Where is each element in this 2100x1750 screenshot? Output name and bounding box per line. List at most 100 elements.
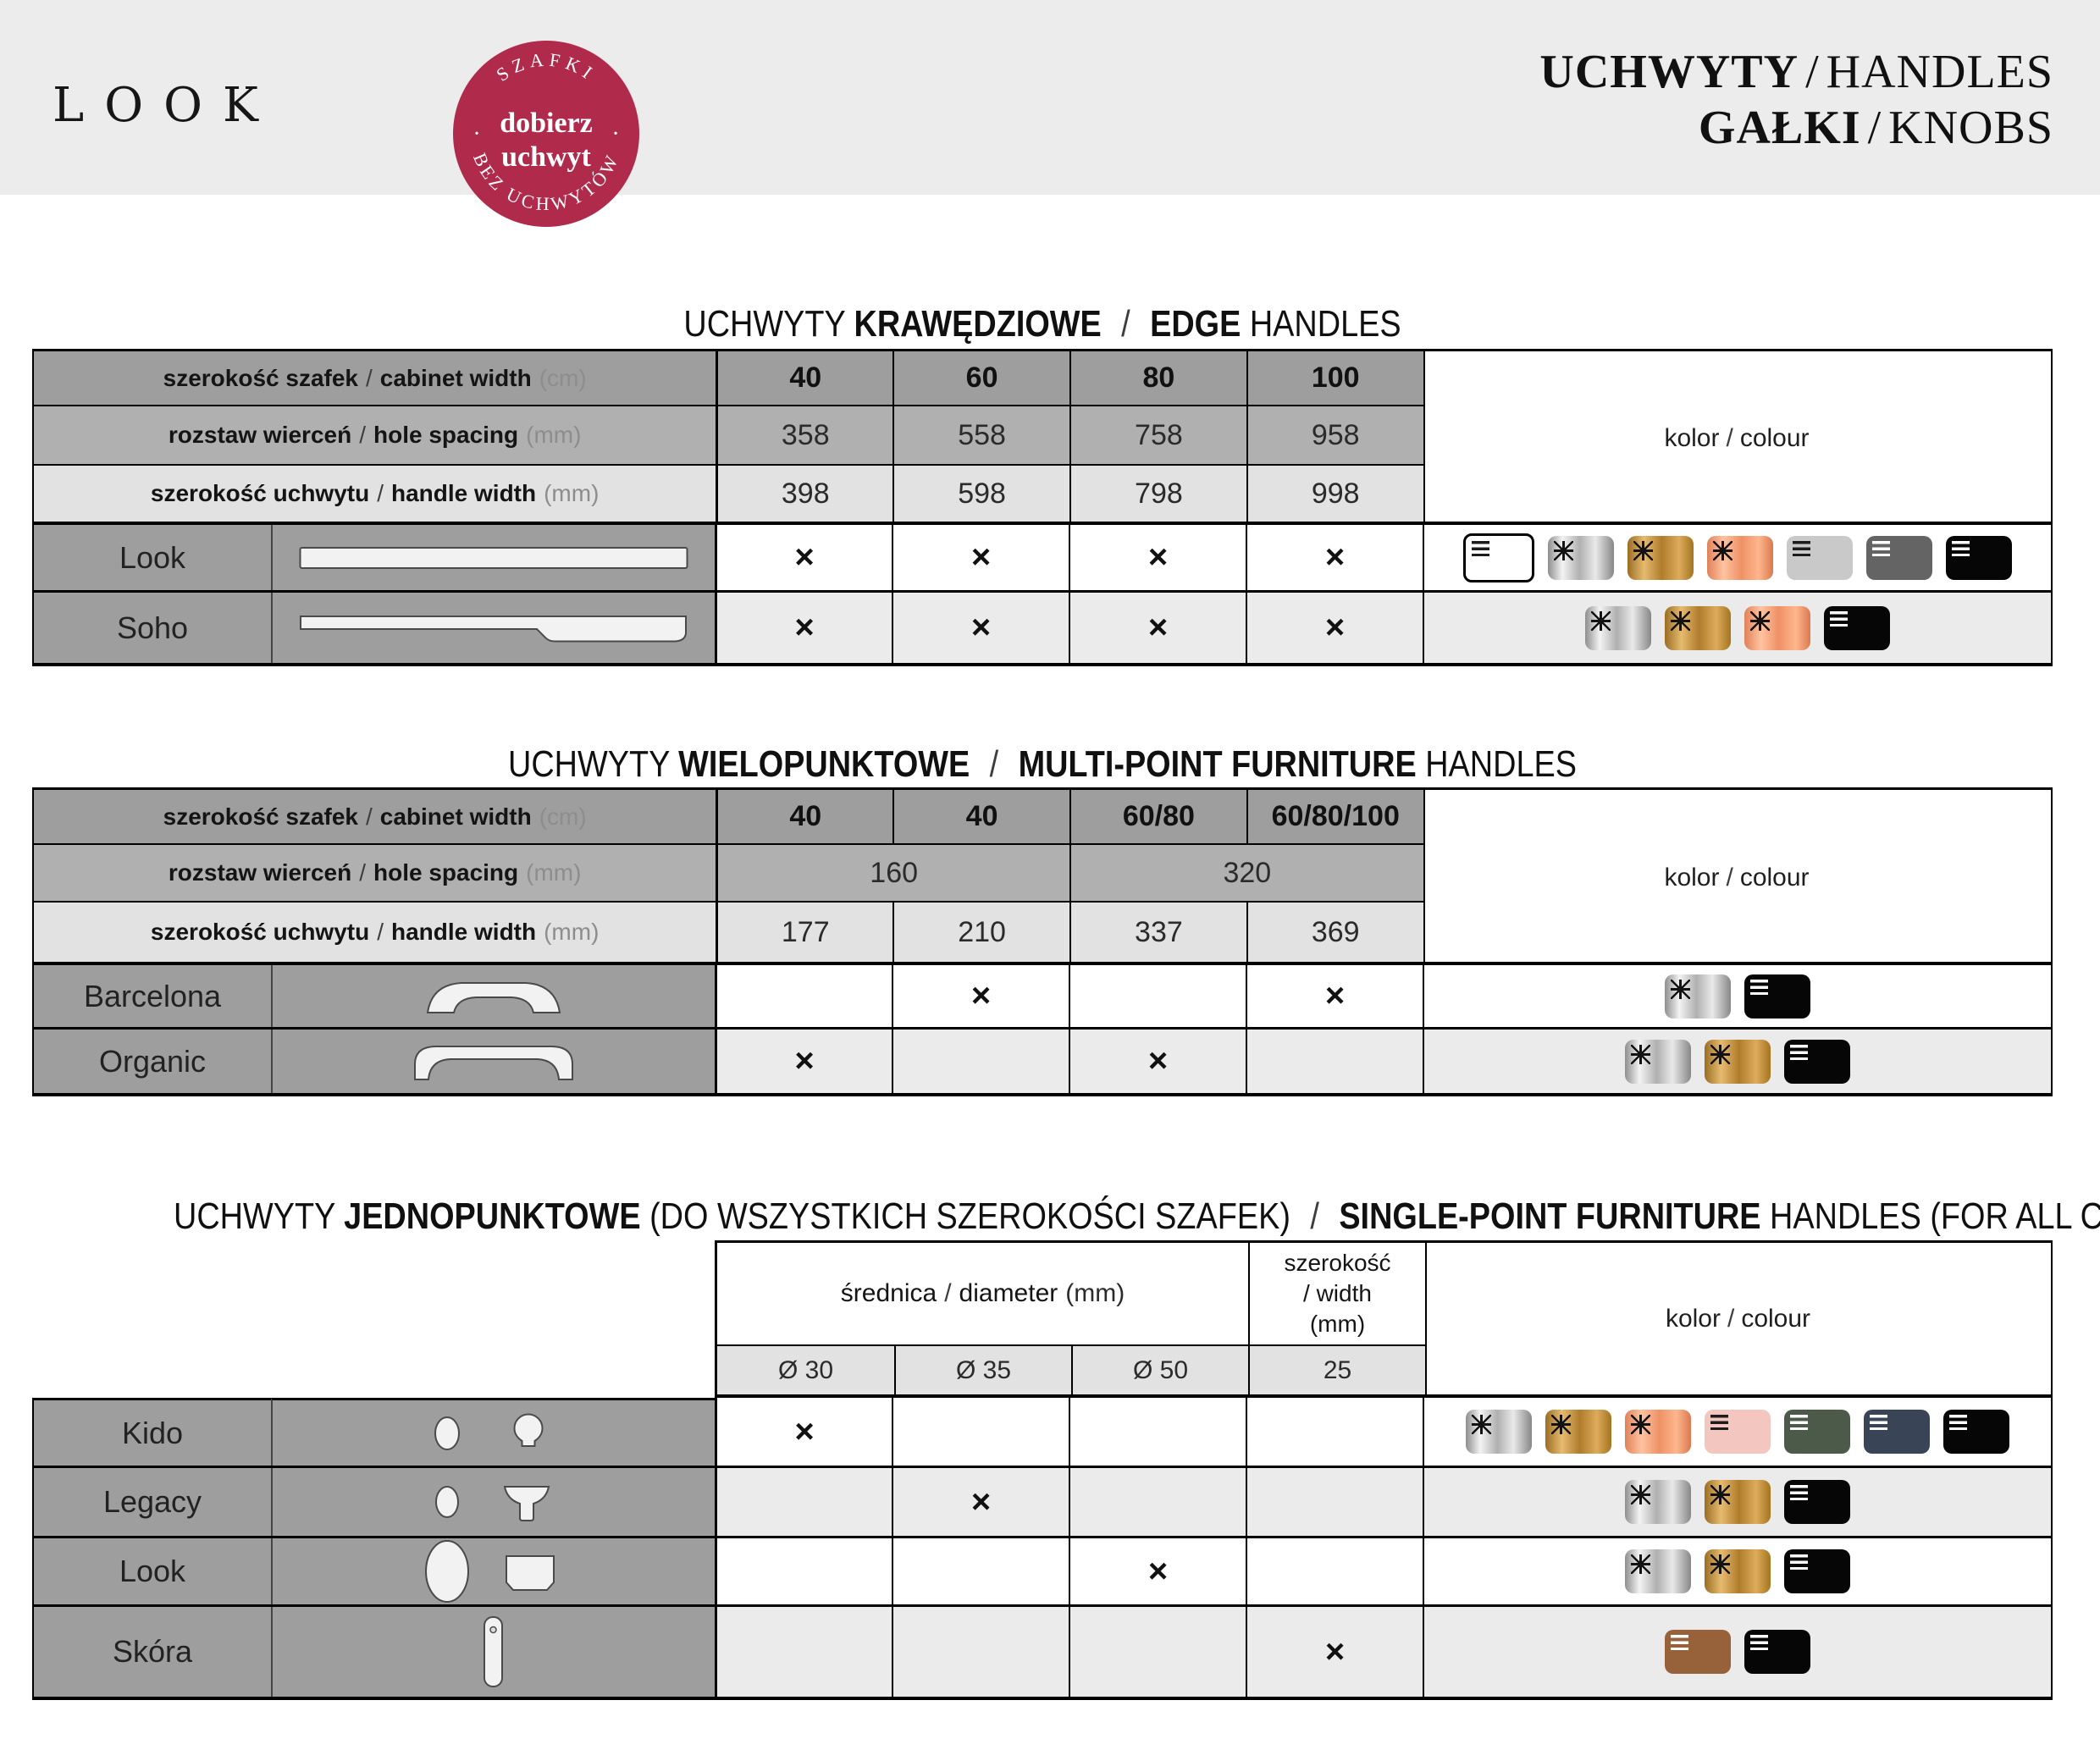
color-swatch-black xyxy=(1744,1630,1810,1674)
gloss-star-icon xyxy=(1631,1415,1650,1434)
color-swatch-silver xyxy=(1585,605,1651,650)
look-handle-profile-icon xyxy=(299,546,688,569)
availability-mark: × xyxy=(715,1398,892,1466)
edge-handles-title: UCHWYTY KRAWĘDZIOWE / EDGE HANDLES xyxy=(683,303,1401,345)
gloss-star-icon xyxy=(1671,610,1690,631)
color-swatch-black xyxy=(1824,605,1890,650)
color-swatch-copper xyxy=(1625,1410,1691,1454)
handle-width-value: 598 xyxy=(892,466,1069,522)
availability-mark: × xyxy=(715,593,892,663)
matte-lines-icon xyxy=(1870,1415,1887,1430)
availability-mark: × xyxy=(892,965,1069,1027)
color-swatch-gold xyxy=(1665,605,1731,650)
availability-mark: × xyxy=(892,593,1069,663)
matte-lines-icon xyxy=(1830,610,1848,627)
color-swatch-black xyxy=(1744,974,1810,1019)
handle-width-value: 398 xyxy=(716,466,893,522)
table-row-look-knob: Look × xyxy=(34,1538,2051,1607)
gloss-star-icon xyxy=(1591,610,1611,631)
product-name: Look xyxy=(34,1538,271,1604)
availability-mark: × xyxy=(1069,593,1246,663)
handle-width-value: 337 xyxy=(1069,903,1246,962)
hole-spacing-value: 558 xyxy=(892,406,1069,466)
gloss-star-icon xyxy=(1551,1415,1571,1434)
gloss-star-icon xyxy=(1472,1415,1491,1434)
cabinet-width-value: 40 xyxy=(716,351,893,406)
soho-handle-drawing xyxy=(271,593,715,663)
colour-header-cell xyxy=(1425,1243,2051,1346)
availability-mark xyxy=(1069,1468,1246,1536)
colour-header-cell xyxy=(1423,466,2052,522)
table-header-row: rozstaw wierceń / hole spacing (mm) 358 558… xyxy=(34,406,2052,466)
matte-lines-icon xyxy=(1790,1485,1808,1500)
table-header-row: szerokość uchwytu / handle width (mm) 398 5… xyxy=(34,466,2052,525)
availability-mark xyxy=(892,1398,1069,1466)
hole-spacing-value-merged: 320 xyxy=(1069,845,1423,903)
table-header-row: Ø 30 Ø 35 Ø 50 25 xyxy=(717,1346,2051,1398)
matte-lines-icon xyxy=(1710,1415,1728,1430)
cabinet-width-value: 60/80/100 xyxy=(1246,790,1423,845)
availability-mark xyxy=(1246,1398,1423,1466)
availability-mark xyxy=(892,1030,1069,1093)
colour-header-cell xyxy=(1423,406,2052,466)
hole-spacing-value: 358 xyxy=(716,406,893,466)
matte-lines-icon xyxy=(1949,1415,1967,1430)
dobierz-uchwyt-badge: SZAFKI BEZ UCHWYTÓW dobierz uchwyt · · xyxy=(453,41,639,227)
matte-lines-icon xyxy=(1872,540,1890,556)
page-title: UCHWYTY / HANDLES GAŁKI / KNOBS xyxy=(1539,44,2053,156)
legacy-knob-drawing xyxy=(271,1468,715,1536)
gloss-star-icon xyxy=(1554,540,1573,560)
table-row-legacy: Legacy × xyxy=(34,1468,2051,1538)
color-swatch-gold xyxy=(1628,535,1694,580)
table-header-row: szerokość uchwytu / handle width (mm) 177 2… xyxy=(34,903,2052,965)
matte-lines-icon xyxy=(1793,540,1810,556)
availability-mark: × xyxy=(1246,1607,1423,1697)
colour-options-cell xyxy=(1423,525,2051,590)
color-swatch-copper xyxy=(1707,535,1773,580)
availability-mark xyxy=(1246,1030,1423,1093)
availability-mark: × xyxy=(892,1468,1069,1536)
product-name: Skóra xyxy=(34,1607,271,1697)
cabinet-width-value: 60 xyxy=(892,351,1069,406)
color-swatch-darkgray xyxy=(1866,535,1932,580)
product-name: Organic xyxy=(34,1030,271,1093)
availability-mark: × xyxy=(1246,525,1423,590)
availability-mark xyxy=(892,1538,1069,1604)
gloss-star-icon xyxy=(1710,1044,1730,1064)
availability-mark: × xyxy=(715,1030,892,1093)
multi-point-title: UCHWYTY WIELOPUNKTOWE / MULTI-POINT FURN… xyxy=(508,743,1577,785)
row-header-cabinet-width: szerokość szafek / cabinet width (cm) xyxy=(34,790,716,845)
single-point-table: Kido × Legacy xyxy=(32,1398,2053,1700)
availability-mark xyxy=(1246,1538,1423,1604)
availability-mark: × xyxy=(715,525,892,590)
gloss-star-icon xyxy=(1671,979,1690,999)
colour-options-cell xyxy=(1423,965,2051,1027)
badge-center-line2: uchwyt xyxy=(501,141,591,173)
swatch-row xyxy=(1424,1630,2051,1674)
table-header-row: szerokość szafek / cabinet width (cm) 40 40… xyxy=(34,790,2052,845)
swatch-row xyxy=(1424,1480,2051,1524)
kido-knob-profile-icon xyxy=(434,1413,544,1450)
page-title-line1: UCHWYTY / HANDLES xyxy=(1539,46,2053,98)
table-row-barcelona: Barcelona × × xyxy=(34,965,2051,1030)
product-name: Soho xyxy=(34,593,271,663)
color-swatch-black xyxy=(1784,1480,1850,1524)
badge-circle xyxy=(453,41,639,227)
availability-mark: × xyxy=(1246,593,1423,663)
availability-mark xyxy=(1069,1607,1246,1697)
look-knob-drawing xyxy=(271,1538,715,1604)
color-swatch-brown xyxy=(1665,1630,1731,1674)
width-header: szerokość / width (mm) xyxy=(1248,1243,1425,1346)
gloss-star-icon xyxy=(1631,1044,1650,1064)
colour-header-cell xyxy=(1423,790,2052,845)
availability-mark xyxy=(715,1538,892,1604)
product-name: Kido xyxy=(34,1398,271,1466)
colour-options-cell xyxy=(1423,1538,2051,1604)
availability-mark: × xyxy=(1246,965,1423,1027)
table-header-row: rozstaw wierceń / hole spacing (mm) 160 320 xyxy=(34,845,2052,903)
handle-width-value: 998 xyxy=(1246,466,1423,522)
availability-mark xyxy=(1069,965,1246,1027)
colour-options-cell xyxy=(1423,1468,2051,1536)
barcelona-handle-profile-icon xyxy=(426,981,561,1013)
cabinet-width-value: 40 xyxy=(892,790,1069,845)
